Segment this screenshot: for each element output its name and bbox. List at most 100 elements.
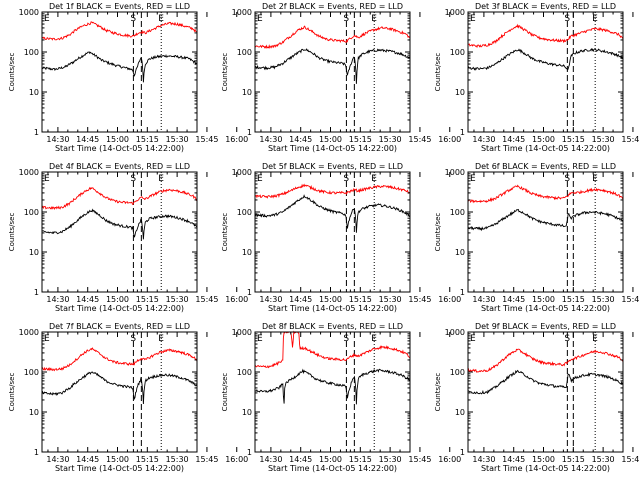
x-tick-label: 15:00: [106, 135, 129, 144]
chart-panel-5: Det 5f BLACK = Events, RED = LLD E S E 1 10 10…: [221, 162, 461, 313]
y-axis-label: Counts/sec: [8, 53, 16, 92]
y-tick-label: 1: [460, 128, 465, 137]
x-tick-label: 15:45: [408, 295, 431, 304]
chart-title: Det 1f BLACK = Events, RED = LLD: [49, 2, 190, 11]
y-tick-label: 100: [24, 48, 39, 57]
x-tick-label: 15:45: [408, 455, 431, 464]
lld-trace: [41, 21, 198, 41]
x-tick-label: 15:15: [562, 295, 585, 304]
x-tick-label: 15:45: [408, 135, 431, 144]
y-tick-label: 1000: [232, 328, 252, 337]
lld-trace: [254, 25, 411, 50]
y-tick-label: 100: [450, 208, 465, 217]
y-tick-label: 100: [237, 48, 252, 57]
x-tick-label: 14:30: [259, 135, 282, 144]
marker-label: E: [158, 334, 164, 344]
plot-frame: [41, 171, 198, 293]
marker-label: E: [470, 14, 476, 24]
x-tick-label: 15:45: [195, 135, 218, 144]
y-tick-label: 10: [242, 408, 252, 417]
marker-label: S: [564, 174, 570, 184]
chart-panel-2: Det 2f BLACK = Events, RED = LLD E S E 1 10 10…: [221, 2, 461, 153]
marker-label: E: [158, 14, 164, 24]
y-axis-label: Counts/sec: [434, 213, 442, 252]
chart-panel-6: Det 6f BLACK = Events, RED = LLD E S E 1 10 10…: [434, 162, 640, 313]
x-tick-label: 15:45: [621, 295, 640, 304]
y-tick-label: 10: [29, 408, 39, 417]
events-trace: [467, 208, 624, 232]
x-tick-label: 15:30: [592, 135, 615, 144]
marker-label: S: [130, 174, 136, 184]
events-trace: [254, 48, 411, 84]
y-tick-label: 1000: [19, 168, 39, 177]
x-tick-label: 15:45: [621, 455, 640, 464]
x-tick-label: 14:45: [289, 455, 312, 464]
x-tick-label: 16:00: [438, 455, 461, 464]
x-tick-label: 14:45: [289, 135, 312, 144]
y-tick-label: 10: [29, 88, 39, 97]
plot-frame: [41, 331, 198, 453]
y-tick-label: 100: [24, 208, 39, 217]
y-tick-label: 10: [242, 88, 252, 97]
x-tick-label: 14:30: [46, 135, 69, 144]
x-axis-label: Start Time (14-Oct-05 14:22:00): [268, 464, 397, 473]
y-tick-label: 10: [242, 248, 252, 257]
lld-trace: [41, 347, 198, 372]
x-axis-label: Start Time (14-Oct-05 14:22:00): [481, 144, 610, 153]
y-axis-label: Counts/sec: [221, 53, 229, 92]
y-tick-label: 100: [237, 208, 252, 217]
x-tick-label: 15:15: [136, 295, 159, 304]
y-tick-label: 1: [460, 448, 465, 457]
x-tick-label: 15:45: [195, 295, 218, 304]
marker-label: S: [130, 334, 136, 344]
y-tick-label: 1000: [445, 8, 465, 17]
y-axis-label: Counts/sec: [8, 213, 16, 252]
lld-trace: [254, 330, 411, 369]
y-axis-label: Counts/sec: [434, 373, 442, 412]
x-tick-label: 15:15: [136, 455, 159, 464]
events-trace: [41, 208, 198, 240]
x-tick-label: 15:00: [532, 295, 555, 304]
x-tick-label: 15:15: [349, 135, 372, 144]
x-tick-label: 15:00: [319, 295, 342, 304]
chart-panel-9: Det 9f BLACK = Events, RED = LLD E S E 1 10 10…: [434, 322, 640, 473]
y-tick-label: 1: [460, 288, 465, 297]
x-tick-label: 15:15: [349, 455, 372, 464]
marker-label: S: [564, 14, 570, 24]
x-axis-label: Start Time (14-Oct-05 14:22:00): [55, 464, 184, 473]
x-tick-label: 15:00: [319, 455, 342, 464]
x-tick-label: 16:00: [225, 455, 248, 464]
x-tick-label: 14:30: [472, 135, 495, 144]
y-tick-label: 1: [247, 448, 252, 457]
events-trace: [41, 51, 198, 83]
marker-label: E: [371, 174, 377, 184]
x-tick-label: 15:00: [319, 135, 342, 144]
marker-label: E: [44, 14, 50, 24]
marker-label: E: [257, 14, 263, 24]
x-tick-label: 14:30: [46, 295, 69, 304]
x-tick-label: 14:45: [502, 455, 525, 464]
marker-label: E: [592, 334, 598, 344]
events-trace: [468, 369, 623, 395]
marker-label: E: [158, 174, 164, 184]
y-tick-label: 1: [247, 128, 252, 137]
x-axis-label: Start Time (14-Oct-05 14:22:00): [55, 144, 184, 153]
x-tick-label: 15:30: [379, 295, 402, 304]
x-tick-label: 15:30: [379, 135, 402, 144]
x-tick-label: 14:30: [259, 295, 282, 304]
x-tick-label: 15:30: [379, 455, 402, 464]
marker-label: S: [343, 14, 349, 24]
marker-label: E: [371, 14, 377, 24]
y-tick-label: 100: [450, 368, 465, 377]
x-axis-label: Start Time (14-Oct-05 14:22:00): [268, 304, 397, 313]
y-axis-label: Counts/sec: [434, 53, 442, 92]
y-tick-label: 1: [34, 288, 39, 297]
y-tick-label: 1000: [232, 8, 252, 17]
chart-title: Det 7f BLACK = Events, RED = LLD: [49, 322, 190, 331]
x-tick-label: 14:45: [502, 135, 525, 144]
marker-label: E: [371, 334, 377, 344]
marker-label: S: [343, 174, 349, 184]
marker-label: E: [592, 174, 598, 184]
plot-frame: [254, 171, 411, 293]
y-tick-label: 100: [237, 368, 252, 377]
